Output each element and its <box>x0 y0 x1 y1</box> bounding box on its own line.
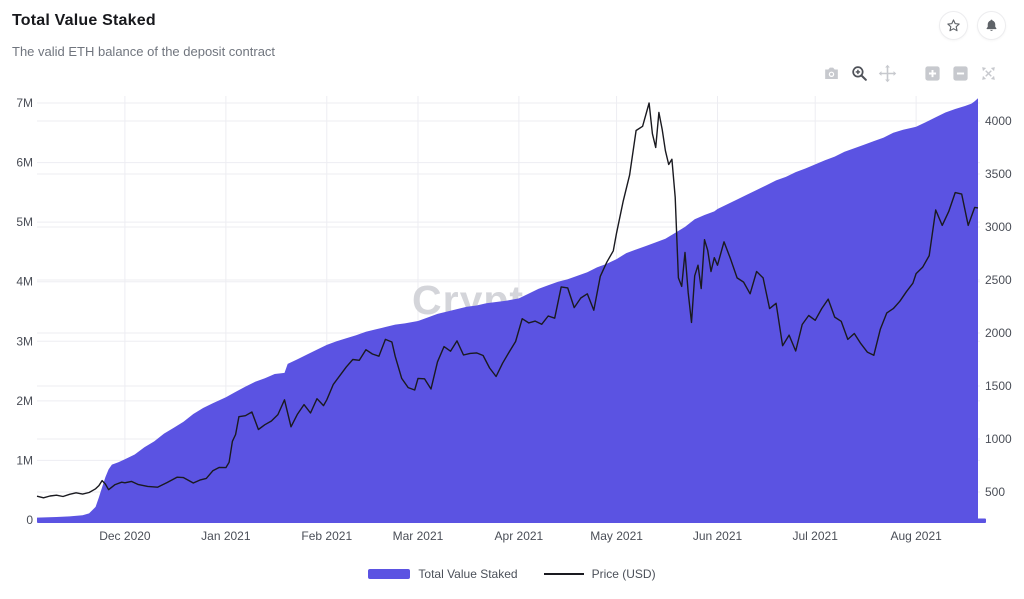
y-left-tick-label: 4M <box>16 275 33 289</box>
zoom-in-icon[interactable] <box>923 64 942 83</box>
y-left-tick-label: 5M <box>16 215 33 229</box>
y-left-tick-label: 1M <box>16 453 33 467</box>
x-tick-label: Jan 2021 <box>201 529 251 543</box>
x-tick-label: Aug 2021 <box>890 529 942 543</box>
page-title: Total Value Staked <box>12 12 156 29</box>
autoscale-icon[interactable] <box>979 64 998 83</box>
y-right-tick-label: 2000 <box>985 326 1012 340</box>
y-right-tick-label: 500 <box>985 485 1005 499</box>
x-tick-label: Feb 2021 <box>301 529 352 543</box>
staked-area-series <box>37 98 978 520</box>
favorite-button[interactable] <box>939 11 968 40</box>
camera-icon[interactable] <box>822 64 841 83</box>
y-left-tick-label: 2M <box>16 394 33 408</box>
y-left-tick-label: 7M <box>16 96 33 110</box>
pan-tool-icon[interactable] <box>878 64 897 83</box>
x-axis-line <box>37 518 986 523</box>
zoom-out-icon[interactable] <box>951 64 970 83</box>
bell-icon <box>986 19 997 31</box>
y-right-tick-label: 2500 <box>985 273 1012 287</box>
x-tick-label: Dec 2020 <box>99 529 151 543</box>
y-right-tick-label: 1000 <box>985 432 1012 446</box>
x-tick-label: May 2021 <box>590 529 643 543</box>
y-right-tick-label: 4000 <box>985 114 1012 128</box>
line-swatch-icon <box>543 573 584 575</box>
legend-label: Price (USD) <box>591 567 656 581</box>
notifications-button[interactable] <box>977 11 1006 40</box>
price-line-series <box>36 102 979 499</box>
x-tick-label: Apr 2021 <box>495 529 544 543</box>
axis-tick-labels: 0 1M 2M 3M 4M 5M 6M 7M 500 1000 1500 2000 2500 3000 35… <box>16 96 1012 543</box>
x-tick-label: Jul 2021 <box>793 529 839 543</box>
zoom-tool-icon[interactable] <box>850 64 869 83</box>
series-layer <box>36 98 986 523</box>
legend-item-price-usd[interactable]: Price (USD) <box>543 567 656 581</box>
y-left-tick-label: 0 <box>26 513 33 527</box>
page-subtitle: The valid ETH balance of the deposit con… <box>12 44 276 59</box>
y-right-tick-label: 3500 <box>985 167 1012 181</box>
legend-label: Total Value Staked <box>418 567 518 581</box>
chart-modebar <box>822 64 998 83</box>
x-tick-label: Mar 2021 <box>393 529 444 543</box>
legend-item-total-value-staked[interactable]: Total Value Staked <box>368 567 518 581</box>
y-right-tick-label: 3000 <box>985 220 1012 234</box>
chart-legend: Total Value Staked Price (USD) <box>0 567 1024 581</box>
window-actions <box>939 11 1006 40</box>
area-swatch-icon <box>368 569 411 579</box>
x-tick-label: Jun 2021 <box>693 529 743 543</box>
star-icon <box>947 19 960 32</box>
y-left-tick-label: 3M <box>16 334 33 348</box>
y-right-tick-label: 1500 <box>985 379 1012 393</box>
y-left-tick-label: 6M <box>16 156 33 170</box>
